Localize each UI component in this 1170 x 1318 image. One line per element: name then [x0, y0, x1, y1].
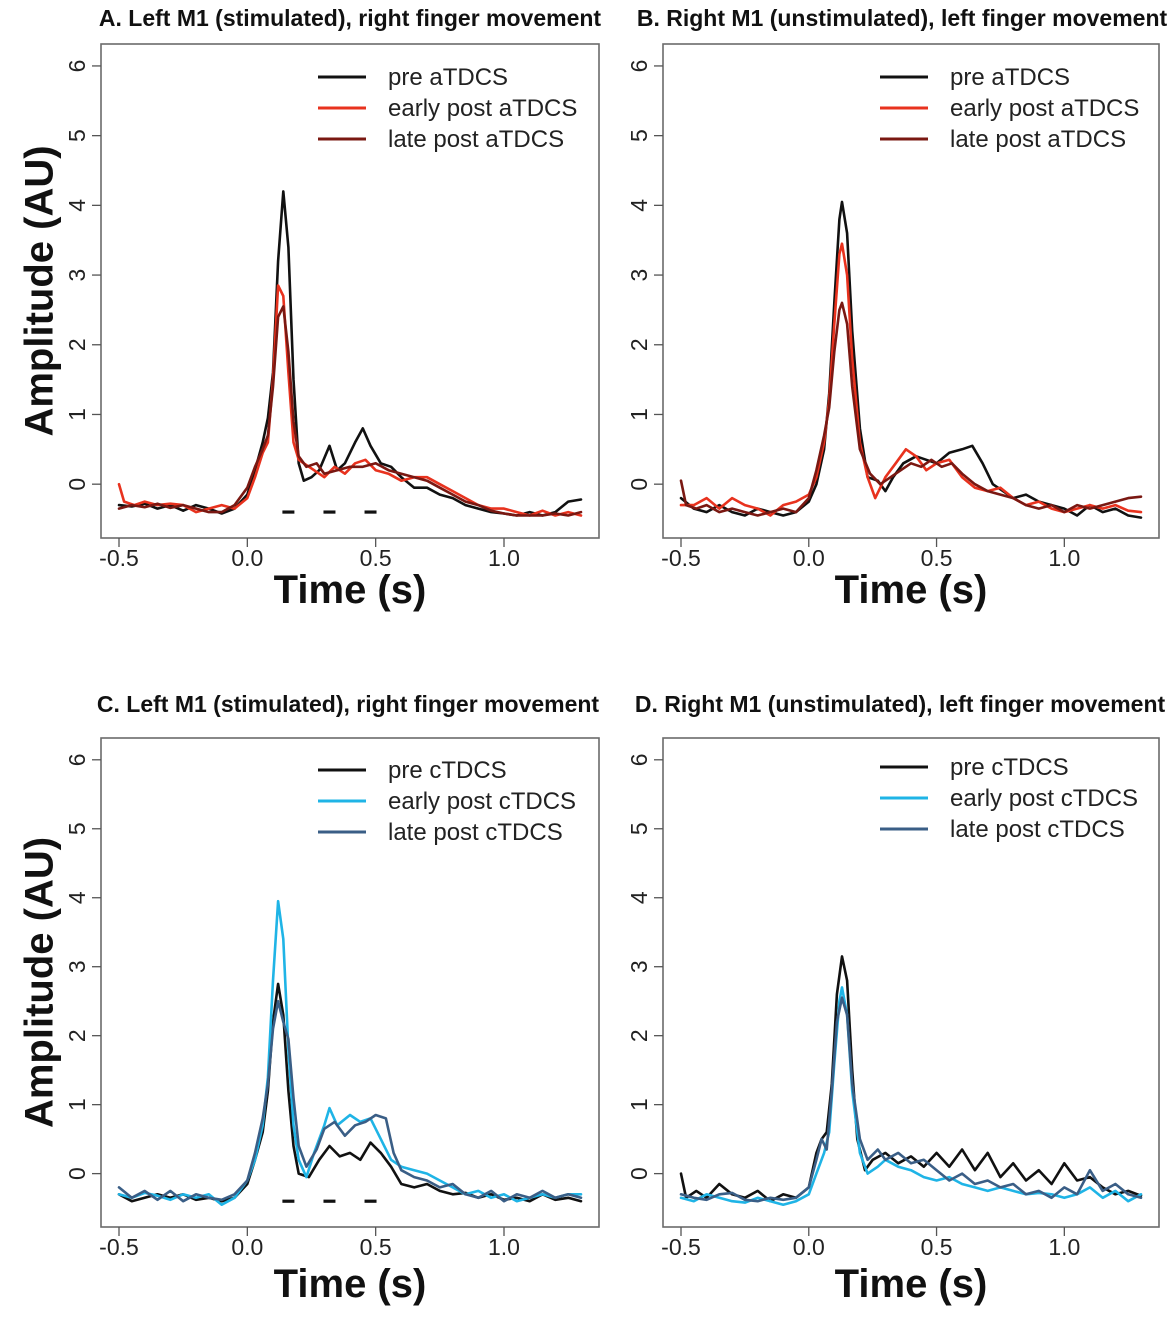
x-tick-label: 0.0 [231, 1234, 263, 1260]
y-tick-label: 4 [626, 199, 652, 212]
y-tick-label: 2 [626, 338, 652, 351]
panel-a: A. Left M1 (stimulated), right finger mo… [18, 5, 602, 612]
plot-frame [662, 737, 1160, 1228]
y-tick-label: 5 [64, 129, 90, 142]
series-line-late-post-ctdcs [679, 996, 1143, 1203]
x-tick-label: 0.0 [793, 545, 825, 571]
y-tick-label: 6 [626, 60, 652, 73]
y-tick-label: 3 [626, 269, 652, 282]
y-tick-label: 6 [64, 753, 90, 766]
y-tick-label: 6 [626, 753, 652, 766]
y-tick-label: 0 [626, 1167, 652, 1180]
y-tick-label: 6 [64, 60, 90, 73]
y-tick-label: 0 [64, 1167, 90, 1180]
x-tick-label: 0.5 [921, 545, 953, 571]
x-tick-label: 0.5 [360, 545, 392, 571]
plot-frame [100, 43, 600, 539]
x-tick-label: 1.0 [488, 1234, 520, 1260]
series-line-late-post-ctdcs [117, 999, 583, 1203]
legend-label: pre cTDCS [388, 757, 507, 784]
y-tick-label: 5 [64, 822, 90, 835]
y-tick-label: 3 [64, 960, 90, 973]
legend-label: early post cTDCS [950, 785, 1138, 812]
series-line-early-post-ctdcs [679, 986, 1143, 1206]
panel-title: D. Right M1 (unstimulated), left finger … [635, 691, 1166, 717]
panel-title: B. Right M1 (unstimulated), left finger … [637, 5, 1168, 31]
series-line-pre-ctdcs [679, 955, 1143, 1203]
legend-label: early post cTDCS [388, 788, 576, 815]
y-tick-label: 1 [64, 408, 90, 421]
y-tick-label: 0 [626, 478, 652, 491]
x-tick-label: -0.5 [661, 545, 701, 571]
y-axis-label: Amplitude (AU) [18, 145, 62, 436]
series-line-pre-atdcs [679, 200, 1143, 519]
legend-label: late post aTDCS [388, 126, 564, 153]
y-tick-label: 5 [626, 822, 652, 835]
x-tick-label: 1.0 [1048, 1234, 1080, 1260]
x-axis-label: Time (s) [274, 1262, 427, 1306]
panel-c: C. Left M1 (stimulated), right finger mo… [18, 691, 600, 1306]
y-axis-label: Amplitude (AU) [18, 837, 62, 1128]
panel-title: C. Left M1 (stimulated), right finger mo… [97, 691, 600, 717]
x-axis-label: Time (s) [835, 568, 988, 612]
x-tick-label: 0.5 [360, 1234, 392, 1260]
panel-d: D. Right M1 (unstimulated), left finger … [626, 691, 1165, 1306]
legend-label: late post cTDCS [388, 819, 563, 846]
x-tick-label: -0.5 [99, 545, 139, 571]
series-line-late-post-atdcs [117, 305, 583, 517]
legend-label: late post aTDCS [950, 126, 1126, 153]
y-tick-label: 0 [64, 478, 90, 491]
x-axis-label: Time (s) [835, 1262, 988, 1306]
plot-frame [662, 43, 1160, 539]
x-tick-label: 0.0 [793, 1234, 825, 1260]
legend-label: early post aTDCS [950, 95, 1139, 122]
x-tick-label: 0.5 [921, 1234, 953, 1260]
legend-label: pre cTDCS [950, 754, 1069, 781]
y-tick-label: 1 [626, 1098, 652, 1111]
series-line-pre-ctdcs [117, 982, 583, 1203]
series-line-early-post-ctdcs [117, 899, 583, 1206]
panel-b: B. Right M1 (unstimulated), left finger … [626, 5, 1167, 612]
y-tick-label: 2 [64, 338, 90, 351]
series-line-late-post-atdcs [679, 301, 1143, 517]
x-tick-label: -0.5 [661, 1234, 701, 1260]
x-axis-label: Time (s) [274, 568, 427, 612]
y-tick-label: 3 [626, 960, 652, 973]
y-tick-label: 2 [64, 1029, 90, 1042]
x-tick-label: -0.5 [99, 1234, 139, 1260]
y-tick-label: 5 [626, 129, 652, 142]
x-tick-label: 0.0 [231, 545, 263, 571]
y-tick-label: 3 [64, 269, 90, 282]
y-tick-label: 4 [64, 199, 90, 212]
y-tick-label: 1 [64, 1098, 90, 1111]
legend-label: early post aTDCS [388, 95, 577, 122]
y-tick-label: 2 [626, 1029, 652, 1042]
x-tick-label: 1.0 [1048, 545, 1080, 571]
legend-label: pre aTDCS [950, 64, 1070, 91]
x-tick-label: 1.0 [488, 545, 520, 571]
series-line-early-post-atdcs [679, 242, 1143, 517]
y-tick-label: 4 [626, 891, 652, 904]
plot-frame [100, 737, 600, 1228]
y-tick-label: 4 [64, 891, 90, 904]
legend-label: late post cTDCS [950, 816, 1125, 843]
y-tick-label: 1 [626, 408, 652, 421]
series-line-early-post-atdcs [117, 284, 583, 517]
panel-title: A. Left M1 (stimulated), right finger mo… [99, 5, 602, 31]
legend-label: pre aTDCS [388, 64, 508, 91]
